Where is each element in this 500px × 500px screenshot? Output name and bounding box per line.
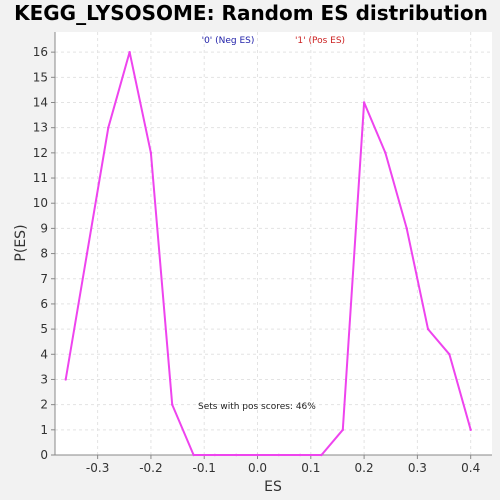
plot-area [55,32,492,455]
data-point [149,151,153,155]
x-tick-label: 0.4 [461,461,480,475]
y-tick-label: 13 [33,121,48,135]
y-tick-label: 1 [40,423,48,437]
legend-entry-pos: '1' (Pos ES) [295,36,345,46]
legend-entry-neg: '0' (Neg ES) [202,36,255,46]
y-tick-label: 11 [33,171,48,185]
y-tick-label: 5 [40,322,48,336]
y-tick-label: 10 [33,196,48,210]
data-point [64,378,67,381]
chart-title: KEGG_LYSOSOME: Random ES distribution [14,1,488,25]
x-tick-label: 0.3 [408,461,427,475]
series-line-0 [64,51,472,456]
x-axis-label: ES [264,479,282,495]
x-tick-label: 0.2 [355,461,374,475]
data-point [213,453,217,457]
data-point [405,227,408,230]
data-point [128,50,131,54]
data-point [320,453,323,457]
y-tick-label: 14 [33,96,48,110]
series-layer [64,50,472,457]
y-tick-label: 3 [40,372,48,386]
x-tick-label: 0.0 [248,461,267,475]
x-tick-label: -0.2 [139,461,162,475]
data-point [256,453,259,457]
data-point [448,353,451,356]
data-point [234,453,238,457]
annotation-pos-scores: Sets with pos scores: 46% [198,402,316,412]
data-point [426,327,430,331]
y-tick-label: 7 [40,272,48,286]
y-tick-label: 2 [40,398,48,412]
grid [55,32,492,456]
data-point [298,453,302,457]
tick-labels: -0.3 -0.2 -0.1 0.0 0.1 0.2 0.3 0.40123456789101… [33,45,481,475]
data-point [107,126,110,129]
data-point [171,403,174,406]
y-tick-label: 16 [33,45,48,59]
data-point [384,151,387,155]
y-tick-label: 6 [40,297,48,311]
y-tick-label: 15 [33,70,48,84]
y-tick-label: 4 [40,347,48,361]
x-tick-label: -0.3 [86,461,109,475]
x-tick-label: -0.1 [193,461,216,475]
data-point [341,428,344,432]
y-axis-label: P(ES) [13,224,29,261]
y-tick-label: 9 [40,221,48,235]
data-point [277,453,281,457]
data-point [192,453,195,457]
data-point [85,252,89,255]
y-tick-label: 12 [33,146,48,160]
y-tick-label: 8 [40,247,48,261]
x-tick-label: 0.1 [301,461,320,475]
data-point [362,101,366,104]
data-point [469,428,472,432]
y-tick-label: 0 [40,448,48,462]
